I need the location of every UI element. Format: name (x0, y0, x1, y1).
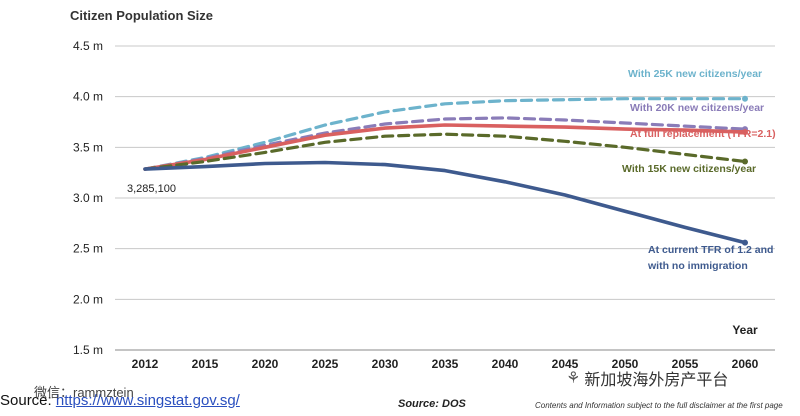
source-url-link[interactable]: https://www.singstat.gov.sg/ (55, 392, 240, 409)
series-line (143, 97, 747, 171)
x-tick-label: 2030 (372, 357, 399, 371)
series-label: At full replacement (TFR=2.1) (630, 128, 776, 140)
y-tick-label: 1.5 m (73, 343, 103, 357)
y-tick-label: 3.0 m (73, 191, 103, 205)
brand-text: 新加坡海外房产平台 (584, 372, 729, 389)
x-tick-label: 2045 (552, 357, 579, 371)
x-tick-label: 2035 (432, 357, 459, 371)
series-label: At current TFR of 1.2 and (648, 244, 773, 256)
x-tick-label: 2012 (132, 357, 159, 371)
series-label: With 15K new citizens/year (622, 163, 756, 175)
x-tick-label: 2040 (492, 357, 519, 371)
source-line: Source: https://www.singstat.gov.sg/ 微信：… (0, 385, 240, 409)
brand-watermark: ⚘ 新加坡海外房产平台 (566, 366, 728, 390)
series-line (143, 160, 747, 245)
series-line (143, 123, 747, 171)
x-tick-label: 2020 (252, 357, 279, 371)
source-dos: Source: DOS (398, 398, 466, 410)
chart-title: Citizen Population Size (70, 8, 214, 23)
series-label: With 20K new citizens/year (630, 102, 764, 114)
x-tick-label: 2050 (612, 357, 639, 371)
y-tick-label: 4.5 m (73, 39, 103, 53)
y-tick-label: 4.0 m (73, 90, 103, 104)
x-axis-label: Year (732, 323, 758, 337)
series-end-point (742, 95, 748, 102)
x-tick-label: 2060 (732, 357, 759, 371)
series-end-point (742, 158, 748, 165)
y-tick-label: 2.0 m (73, 292, 103, 306)
start-value-annotation: 3,285,100 (127, 183, 176, 195)
x-tick-label: 2025 (312, 357, 339, 371)
series-line (143, 132, 747, 171)
x-tick-label: 2055 (672, 357, 699, 371)
y-tick-label: 2.5 m (73, 242, 103, 256)
source-label: Source: (0, 392, 52, 409)
wechat-overlay-text: 微信：rammztein (34, 385, 134, 400)
series-label: with no immigration (647, 260, 748, 272)
series-end-point (742, 239, 748, 246)
x-tick-label: 2015 (192, 357, 219, 371)
disclaimer-text: Contents and Information subject to the … (535, 401, 783, 410)
wechat-icon: ⚘ (566, 370, 581, 387)
series-label: With 25K new citizens/year (628, 68, 762, 80)
series-end-point (742, 129, 748, 136)
y-tick-label: 3.5 m (73, 140, 103, 154)
